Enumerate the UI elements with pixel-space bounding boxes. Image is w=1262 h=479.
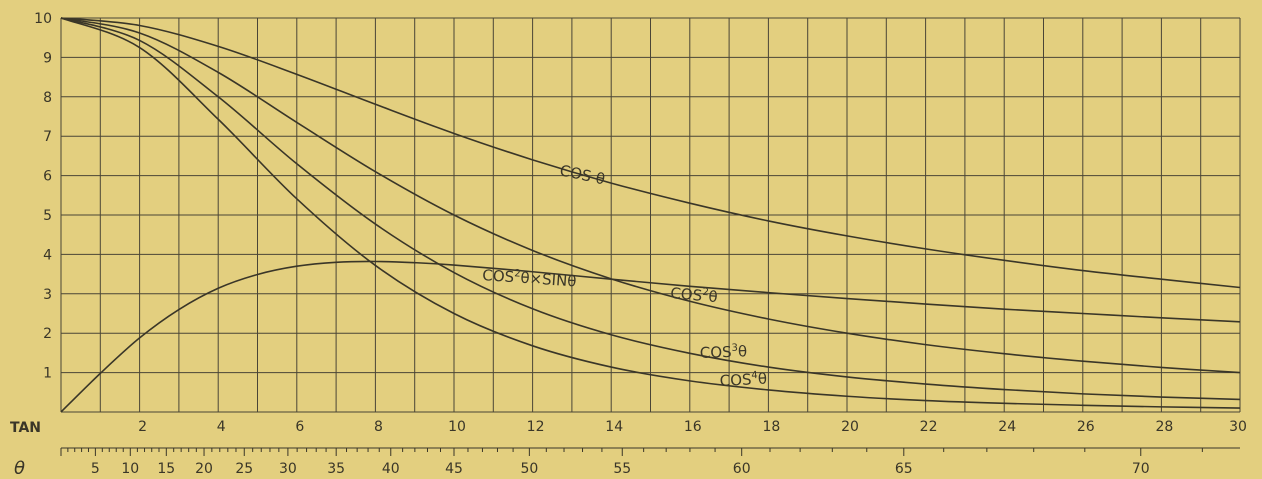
y-tick-labels: 1 2 3 4 5 6 7 8 9 10 (34, 11, 52, 382)
x-tick-label: 16 (684, 419, 702, 435)
series-line-0 (60, 17, 1241, 289)
theta-tick-label: 65 (895, 461, 913, 477)
y-tick-label: 10 (34, 11, 52, 27)
y-tick-label: 5 (43, 208, 52, 224)
theta-axis-label: θ (14, 458, 25, 479)
y-tick-label: 2 (43, 326, 52, 342)
curves (60, 17, 1241, 413)
series-label-1: COS2θ (670, 284, 719, 306)
series-line-4 (60, 260, 1241, 413)
theta-tick-label: 10 (121, 461, 139, 477)
theta-tick-label: 20 (195, 461, 213, 477)
theta-tick-label: 5 (91, 461, 100, 477)
series-label-2: COS3θ (700, 342, 748, 362)
theta-tick-label: 55 (613, 461, 631, 477)
curve-labels: COS θ COS2θ COS3θ COS4θ COS2θ×SINθ (482, 161, 768, 390)
x-tick-labels: 2 4 6 8 10 12 14 16 18 20 22 24 26 28 30 (138, 419, 1247, 435)
series-label-0: COS θ (558, 161, 606, 188)
y-tick-label: 6 (43, 169, 52, 185)
x-tick-label: 6 (295, 419, 304, 435)
x-tick-label: 22 (920, 419, 938, 435)
series-line-3 (60, 17, 1241, 409)
x-tick-label: 4 (217, 419, 226, 435)
x-tick-label: 8 (374, 419, 383, 435)
x-tick-label: 2 (138, 419, 147, 435)
theta-tick-label: 35 (327, 461, 345, 477)
series-label-3: COS4θ (719, 370, 767, 390)
x-tick-label: 24 (998, 419, 1016, 435)
theta-tick-label: 50 (520, 461, 538, 477)
series-label-4: COS2θ×SINθ (482, 266, 577, 291)
series-line-1 (60, 17, 1241, 374)
series-line-2 (60, 17, 1241, 401)
x-tick-label: 28 (1155, 419, 1173, 435)
x-tick-label: 30 (1229, 419, 1247, 435)
theta-tick-label: 40 (382, 461, 400, 477)
theta-axis: 5 10 15 20 25 30 35 40 45 50 55 60 65 70 (60, 447, 1240, 477)
theta-tick-label: 15 (157, 461, 175, 477)
x-tick-label: 18 (762, 419, 780, 435)
x-tick-label: 26 (1077, 419, 1095, 435)
theta-tick-label: 70 (1132, 461, 1150, 477)
y-tick-label: 9 (43, 50, 52, 66)
x-tick-label: 14 (605, 419, 623, 435)
y-tick-label: 8 (43, 90, 52, 106)
y-tick-label: 3 (43, 287, 52, 303)
y-tick-label: 4 (43, 247, 52, 263)
x-axis-label: TAN (10, 420, 41, 436)
x-tick-label: 10 (448, 419, 466, 435)
theta-tick-label: 25 (235, 461, 253, 477)
y-tick-label: 1 (43, 366, 52, 382)
x-tick-label: 20 (841, 419, 859, 435)
theta-tick-label: 60 (733, 461, 751, 477)
grid (60, 17, 1241, 413)
x-tick-label: 12 (527, 419, 545, 435)
y-tick-label: 7 (43, 129, 52, 145)
theta-tick-label: 45 (445, 461, 463, 477)
theta-tick-label: 30 (279, 461, 297, 477)
